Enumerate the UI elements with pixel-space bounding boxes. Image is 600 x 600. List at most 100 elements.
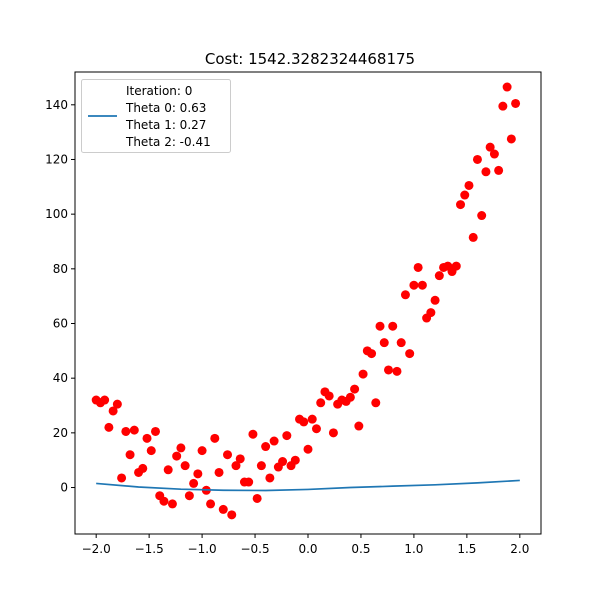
data-point-3 (104, 422, 114, 432)
data-point-80 (430, 295, 440, 305)
x-tick-label-5: 0.5 (351, 542, 370, 556)
x-tick-label-3: −0.5 (240, 542, 269, 556)
data-point-90 (472, 154, 482, 164)
data-point-25 (197, 446, 207, 456)
data-points (91, 82, 521, 520)
legend: Iteration: 0 Theta 0: 0.63 Theta 1: 0.27… (81, 79, 231, 153)
y-tick-label-1: 20 (53, 426, 68, 440)
data-point-96 (498, 101, 508, 111)
data-point-24 (193, 469, 203, 479)
data-point-8 (125, 450, 135, 460)
y-tick-label-0: 0 (60, 481, 68, 495)
x-tick-label-0: −2.0 (82, 542, 111, 556)
data-point-94 (489, 149, 499, 159)
data-point-67 (375, 321, 385, 331)
data-point-11 (138, 463, 148, 473)
data-point-65 (367, 349, 377, 359)
data-point-44 (278, 457, 288, 467)
x-tick-label-2: −1.0 (188, 542, 217, 556)
model-line-layer (96, 479, 520, 492)
legend-line-3: Theta 1: 0.27 (125, 118, 206, 132)
data-point-49 (299, 417, 309, 427)
data-point-12 (142, 433, 152, 443)
data-point-87 (460, 190, 470, 200)
legend-line-2: Theta 0: 0.63 (125, 101, 206, 115)
data-point-77 (417, 280, 427, 290)
data-point-28 (210, 433, 220, 443)
data-point-85 (451, 261, 461, 271)
data-point-6 (117, 473, 127, 483)
data-point-41 (265, 473, 275, 483)
data-point-88 (464, 180, 474, 190)
data-point-74 (405, 349, 415, 359)
data-point-51 (307, 414, 317, 424)
y-tick-label-6: 120 (45, 152, 68, 166)
y-tick-label-3: 60 (53, 317, 68, 331)
data-point-81 (434, 271, 444, 281)
data-point-63 (358, 369, 368, 379)
data-point-73 (400, 290, 410, 300)
data-point-98 (506, 134, 516, 144)
data-point-31 (223, 450, 233, 460)
data-point-97 (502, 82, 512, 92)
data-point-70 (388, 321, 398, 331)
data-point-45 (282, 431, 292, 441)
data-point-60 (345, 392, 355, 402)
data-point-93 (485, 142, 495, 152)
data-point-4 (108, 406, 118, 416)
x-tick-label-7: 1.5 (457, 542, 476, 556)
data-point-32 (227, 510, 237, 520)
data-point-27 (206, 499, 216, 509)
x-tick-label-1: −1.5 (135, 542, 164, 556)
data-point-18 (167, 499, 177, 509)
data-point-2 (100, 395, 110, 405)
data-point-89 (468, 232, 478, 242)
data-point-5 (112, 399, 122, 409)
data-point-76 (413, 262, 423, 272)
data-point-75 (409, 280, 419, 290)
y-tick-label-7: 140 (45, 98, 68, 112)
data-point-33 (231, 461, 241, 471)
x-tick-label-4: 0.0 (298, 542, 317, 556)
data-point-66 (371, 398, 381, 408)
data-point-22 (184, 491, 194, 501)
data-point-53 (316, 398, 326, 408)
data-point-14 (150, 426, 160, 436)
data-point-9 (129, 425, 139, 435)
y-axis-ticks: 0 20 40 60 80 100 120 140 (45, 98, 75, 495)
data-point-13 (146, 446, 156, 456)
data-point-86 (456, 200, 466, 210)
plot-frame (74, 71, 542, 535)
data-point-62 (354, 421, 364, 431)
data-point-20 (176, 443, 186, 453)
data-point-72 (396, 338, 406, 348)
data-point-23 (189, 478, 199, 488)
y-tick-label-2: 40 (53, 371, 68, 385)
x-axis-ticks: −2.0 −1.5 −1.0 −0.5 0.0 0.5 1.0 1.5 2.0 (82, 534, 529, 556)
data-point-16 (159, 496, 169, 506)
model-line (96, 479, 520, 492)
data-point-7 (121, 426, 131, 436)
data-point-99 (511, 98, 521, 108)
data-point-29 (214, 467, 224, 477)
data-point-39 (256, 461, 266, 471)
data-point-19 (172, 451, 182, 461)
data-point-21 (180, 461, 190, 471)
data-point-91 (477, 211, 487, 221)
legend-line-1: Iteration: 0 (126, 84, 192, 98)
data-point-71 (392, 366, 402, 376)
data-point-42 (269, 436, 279, 446)
data-point-47 (290, 455, 300, 465)
data-point-79 (426, 308, 436, 318)
data-point-17 (163, 465, 173, 475)
data-point-37 (248, 429, 258, 439)
y-tick-label-4: 80 (53, 262, 68, 276)
data-point-38 (252, 493, 262, 503)
data-point-56 (328, 428, 338, 438)
x-tick-label-8: 2.0 (510, 542, 529, 556)
data-point-34 (235, 454, 245, 464)
data-point-68 (379, 338, 389, 348)
chart-title: Cost: 1542.3282324468175 (205, 50, 415, 68)
data-point-50 (303, 444, 313, 454)
